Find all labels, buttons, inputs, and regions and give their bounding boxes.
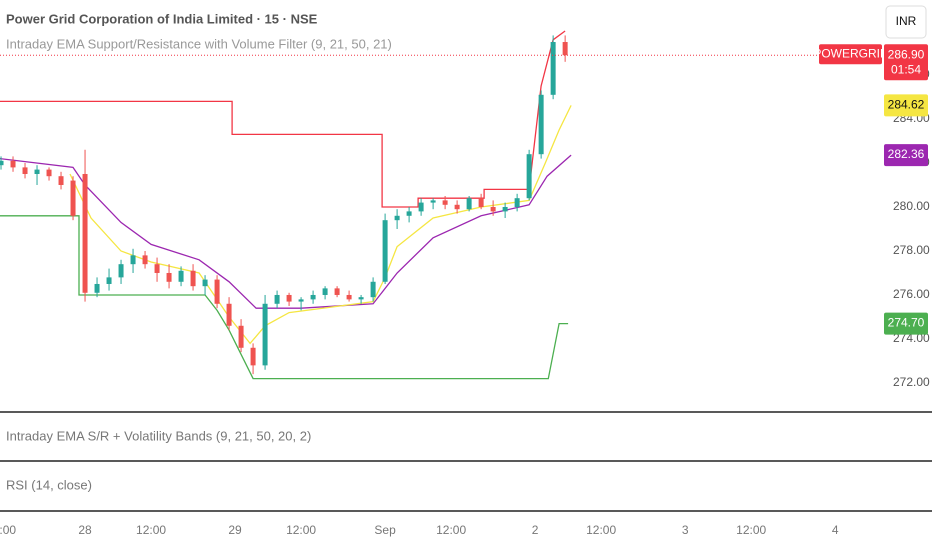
candle-body [430,200,436,203]
x-tick-label: 4 [832,523,839,537]
pane-title: RSI (14, close) [6,477,92,492]
y-tick-label: 276.00 [893,287,930,301]
y-tick-label: 280.00 [893,199,930,213]
x-tick-label: 12:00 [736,523,766,537]
candle-body [538,94,544,155]
candle-body [526,154,532,199]
price-label: 274.70 [888,316,925,330]
candle-body [550,42,556,95]
currency[interactable]: INR [896,14,917,28]
price-label: 282.36 [888,147,925,161]
candle-body [166,272,172,282]
symbol-tag-box [819,44,882,65]
price-label-box [884,94,928,117]
candle-body [406,211,412,216]
candle-body [394,215,400,221]
candle-body [466,198,472,210]
candle-body [370,281,376,298]
candle-body [274,294,280,304]
price-label-box [884,44,928,81]
x-tick-label: 12:00 [136,523,166,537]
candle-body [22,167,28,174]
y-tick-label: 274.00 [893,331,930,345]
candle-body [118,264,124,278]
symbol-tag: POWERGRID [813,46,889,60]
y-tick-label: 278.00 [893,243,930,257]
candle-body [334,288,340,295]
candle-body [478,198,484,207]
candle-body [322,288,328,295]
candle-body [178,270,184,282]
x-tick-label: 29 [228,523,242,537]
currency-button[interactable] [885,5,927,39]
chart-title: Power Grid Corporation of India Limited … [6,11,318,26]
price-label-box [884,312,928,335]
candle-body [418,202,424,212]
candle-body [202,279,208,287]
candle-body [250,347,256,366]
x-tick-label: 12:00 [586,523,616,537]
indicator-line [0,215,569,380]
plot-area [0,30,572,380]
candle-body [0,160,4,166]
candle-body [70,180,76,216]
candle-body [346,294,352,300]
x-tick-label: 12:00 [436,523,466,537]
candle-body [562,42,568,56]
candle-body [442,200,448,205]
candle-body [46,169,52,177]
x-tick-label: 28 [78,523,92,537]
candle-body [514,198,520,207]
indicator-title: Intraday EMA Support/Resistance with Vol… [6,36,392,51]
candle-body [10,160,16,168]
candle-body [82,173,88,293]
candle-body [214,279,220,304]
x-tick-label: 3 [682,523,689,537]
price-label: 284.62 [888,98,925,112]
candle-body [142,255,148,265]
x-tick-label: 12:00 [286,523,316,537]
candle-body [238,325,244,348]
candle-body [226,303,232,326]
candle-body [310,294,316,300]
x-tick-label: 12:00 [0,523,16,537]
pane-title: Intraday EMA S/R + Volatility Bands (9, … [6,428,311,443]
candle-body [298,299,304,302]
candle-body [382,220,388,282]
candle-body [94,283,100,293]
candle-body [58,176,64,185]
candle-body [34,169,40,174]
candle-body [262,303,268,366]
countdown: 01:54 [891,62,921,76]
candle-body [106,277,112,284]
candle-body [502,206,508,212]
price-label-box [884,144,928,167]
candle-body [286,294,292,302]
x-tick-label: Sep [374,523,396,537]
candle-body [358,297,364,300]
candle-body [190,270,196,287]
price-label: 286.90 [888,47,925,61]
candle-body [490,206,496,212]
candle-body [454,204,460,210]
candle-body [130,255,136,265]
candle-body [154,264,160,273]
y-tick-label: 272.00 [893,375,930,389]
x-tick-label: 2 [532,523,539,537]
